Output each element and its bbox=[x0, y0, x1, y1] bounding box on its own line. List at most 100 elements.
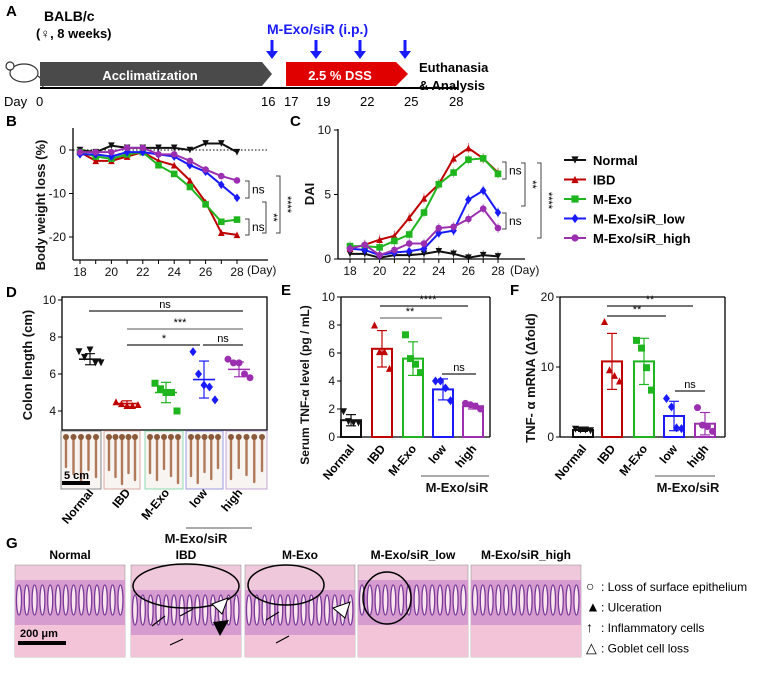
data-point bbox=[435, 228, 443, 238]
crypt bbox=[366, 584, 373, 616]
data-point bbox=[129, 401, 136, 409]
cecum bbox=[201, 434, 208, 440]
histology-panels: Normal IBD M-Exo M-Exo/siR_low M-Exo/siR_hig… bbox=[14, 548, 747, 658]
x-tick-label: 24 bbox=[432, 264, 446, 278]
plot-frame bbox=[61, 296, 268, 431]
c-ylabel: DAI bbox=[302, 183, 317, 205]
b-xlabel: (Day) bbox=[247, 263, 276, 277]
data-point bbox=[233, 148, 241, 156]
data-point bbox=[134, 401, 142, 409]
x-tick-label: high bbox=[684, 442, 711, 470]
significance-label: ns bbox=[684, 379, 696, 391]
cecum bbox=[168, 434, 174, 440]
sex-age-label: (♀, 8 weeks) bbox=[36, 26, 112, 41]
data-point bbox=[170, 144, 178, 152]
data-point bbox=[224, 355, 232, 363]
data-point bbox=[450, 155, 457, 162]
crypt bbox=[54, 584, 62, 616]
data-point bbox=[376, 236, 383, 243]
crypt bbox=[549, 584, 557, 616]
data-point bbox=[123, 144, 131, 152]
data-point bbox=[200, 380, 208, 390]
data-point bbox=[155, 151, 162, 158]
histology-legend-label: : Inflammatory cells bbox=[601, 621, 704, 635]
data-point bbox=[195, 369, 202, 379]
histology-legend-label: : Ulceration bbox=[601, 601, 662, 615]
dss-bar bbox=[286, 62, 408, 86]
data-point bbox=[709, 427, 716, 435]
y-tick-label: 6 bbox=[328, 346, 335, 360]
x-tick-label: high bbox=[218, 486, 245, 514]
crypt bbox=[390, 584, 397, 616]
data-point bbox=[402, 331, 409, 339]
cecum bbox=[63, 434, 69, 440]
significance-label: ns bbox=[159, 299, 171, 311]
inflammatory-cell-arrow-icon bbox=[179, 608, 194, 617]
e-ylabel: Serum TNF-α level (pg / mL) bbox=[298, 305, 312, 464]
crypt bbox=[269, 594, 276, 626]
legend-marker-square-icon bbox=[571, 195, 579, 203]
panel-label: B bbox=[6, 113, 17, 130]
panel-label: C bbox=[290, 113, 301, 130]
data-point bbox=[75, 348, 83, 356]
dss-label: 2.5 % DSS bbox=[308, 68, 372, 83]
crypt bbox=[421, 584, 428, 616]
data-point bbox=[437, 376, 444, 386]
histology-title: Normal bbox=[49, 548, 90, 562]
x-tick-label: 26 bbox=[462, 264, 476, 278]
data-point bbox=[376, 244, 383, 251]
y-tick-label: -20 bbox=[49, 230, 67, 244]
cecum bbox=[188, 434, 194, 440]
data-point bbox=[108, 142, 115, 149]
crypt bbox=[70, 584, 77, 616]
data-point bbox=[233, 193, 241, 203]
crypt bbox=[510, 584, 518, 616]
data-point bbox=[606, 366, 613, 374]
b-ylabel: Body weight loss (%) bbox=[33, 140, 48, 271]
inflammatory-cell-arrow-icon bbox=[265, 611, 280, 621]
cecum bbox=[208, 434, 215, 440]
crypt bbox=[178, 594, 185, 626]
histology-title: M-Exo bbox=[282, 548, 318, 562]
data-point bbox=[202, 201, 209, 208]
data-point bbox=[211, 395, 219, 405]
cecum bbox=[70, 434, 77, 440]
crypt bbox=[93, 584, 101, 616]
colon-photos bbox=[60, 430, 268, 490]
data-point bbox=[673, 423, 680, 433]
crypt bbox=[316, 594, 323, 626]
y-tick-label: 10 bbox=[318, 123, 332, 137]
crypt bbox=[261, 594, 268, 626]
significance-label: **** bbox=[419, 294, 437, 306]
data-point bbox=[92, 148, 99, 156]
crypt bbox=[284, 594, 292, 626]
data-point bbox=[112, 398, 120, 406]
data-point bbox=[139, 147, 147, 157]
data-point bbox=[479, 155, 487, 162]
crypt bbox=[495, 584, 502, 616]
data-point bbox=[479, 251, 487, 259]
significance-label: ns bbox=[252, 220, 265, 234]
data-point bbox=[405, 231, 413, 238]
significance-label: ns bbox=[509, 164, 522, 178]
d-group-label: M-Exo/siR bbox=[165, 531, 228, 546]
data-point bbox=[218, 218, 225, 226]
significance-label: ** bbox=[646, 294, 655, 306]
data-point bbox=[361, 245, 369, 255]
x-tick-label: 18 bbox=[73, 265, 87, 279]
cecum bbox=[125, 434, 132, 440]
f-group-label: M-Exo/siR bbox=[657, 480, 720, 495]
legend-label: Normal bbox=[593, 153, 638, 168]
legend-marker-triangle-up-icon bbox=[571, 175, 579, 184]
injection-arrowhead-icon bbox=[354, 51, 366, 59]
data-point bbox=[611, 371, 618, 379]
data-point bbox=[648, 386, 655, 394]
data-point bbox=[465, 156, 472, 163]
legend: Normal IBD M-Exo M-Exo/siR_low M-Exo/siR_hig… bbox=[564, 153, 691, 246]
significance-bracket bbox=[245, 218, 250, 236]
x-tick-label: Normal bbox=[59, 486, 96, 527]
scale-bar bbox=[62, 481, 90, 485]
data-point bbox=[494, 224, 502, 232]
ulceration-triangle-icon bbox=[213, 620, 229, 636]
